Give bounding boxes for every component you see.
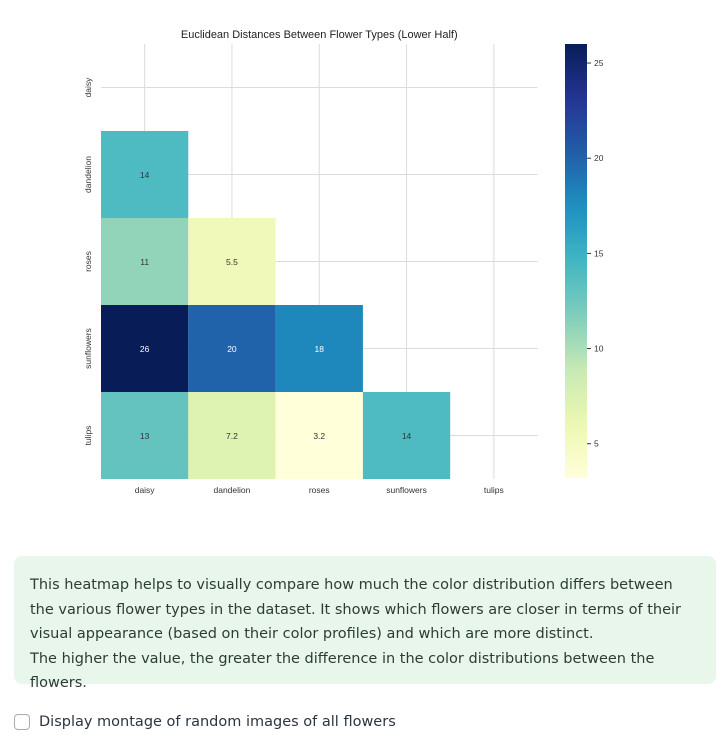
- heatmap-cell: [101, 392, 189, 479]
- heatmap-cell: [101, 305, 189, 392]
- cell-value-label: 14: [402, 431, 412, 441]
- colorbar-tick-label: 15: [594, 248, 604, 258]
- y-tick-label: daisy: [83, 77, 93, 98]
- heatmap-cell: [188, 305, 276, 392]
- colorbar-tick-label: 25: [594, 58, 604, 68]
- checkbox-box[interactable]: [14, 714, 30, 730]
- y-tick-label: tulips: [83, 426, 93, 446]
- info-description: This heatmap helps to visually compare h…: [30, 577, 682, 642]
- heatmap-cell: [188, 218, 276, 305]
- cell-value-label: 18: [315, 344, 325, 354]
- colorbar-tick-label: 10: [594, 344, 604, 354]
- cell-value-label: 7.2: [226, 431, 238, 441]
- x-tick-label: dandelion: [214, 485, 251, 495]
- colorbar-tick-label: 5: [594, 439, 599, 449]
- montage-checkbox[interactable]: Display montage of random images of all …: [14, 711, 396, 733]
- info-note: The higher the value, the greater the di…: [30, 650, 655, 692]
- chart-title: Euclidean Distances Between Flower Types…: [181, 29, 458, 41]
- x-tick-label: tulips: [484, 485, 504, 495]
- y-tick-label: sunflowers: [83, 328, 93, 369]
- heatmap-cell: [362, 392, 451, 479]
- info-box: This heatmap helps to visually compare h…: [14, 556, 716, 691]
- cell-value-label: 14: [140, 170, 150, 180]
- heatmap-cell: [188, 392, 276, 479]
- heatmap-chart: Euclidean Distances Between Flower Types…: [83, 29, 604, 495]
- colorbar: [565, 44, 587, 478]
- heatmap-cell: [275, 392, 363, 479]
- y-tick-label: dandelion: [83, 156, 93, 193]
- x-tick-label: roses: [309, 485, 330, 495]
- y-tick-label: roses: [83, 251, 93, 272]
- heatmap-cell: [101, 131, 189, 218]
- cell-value-label: 26: [140, 344, 150, 354]
- heatmap-cell: [275, 305, 363, 392]
- x-tick-label: sunflowers: [386, 485, 427, 495]
- cell-value-label: 3.2: [313, 431, 325, 441]
- heatmap-cell: [101, 218, 189, 305]
- cell-value-label: 13: [140, 431, 150, 441]
- colorbar-tick-label: 20: [594, 153, 604, 163]
- cell-value-label: 5.5: [226, 257, 238, 267]
- cell-value-label: 11: [140, 257, 149, 267]
- cell-value-label: 20: [227, 344, 237, 354]
- checkbox-label: Display montage of random images of all …: [39, 714, 396, 730]
- x-tick-label: daisy: [135, 485, 156, 495]
- heatmap-svg: Euclidean Distances Between Flower Types…: [83, 29, 604, 495]
